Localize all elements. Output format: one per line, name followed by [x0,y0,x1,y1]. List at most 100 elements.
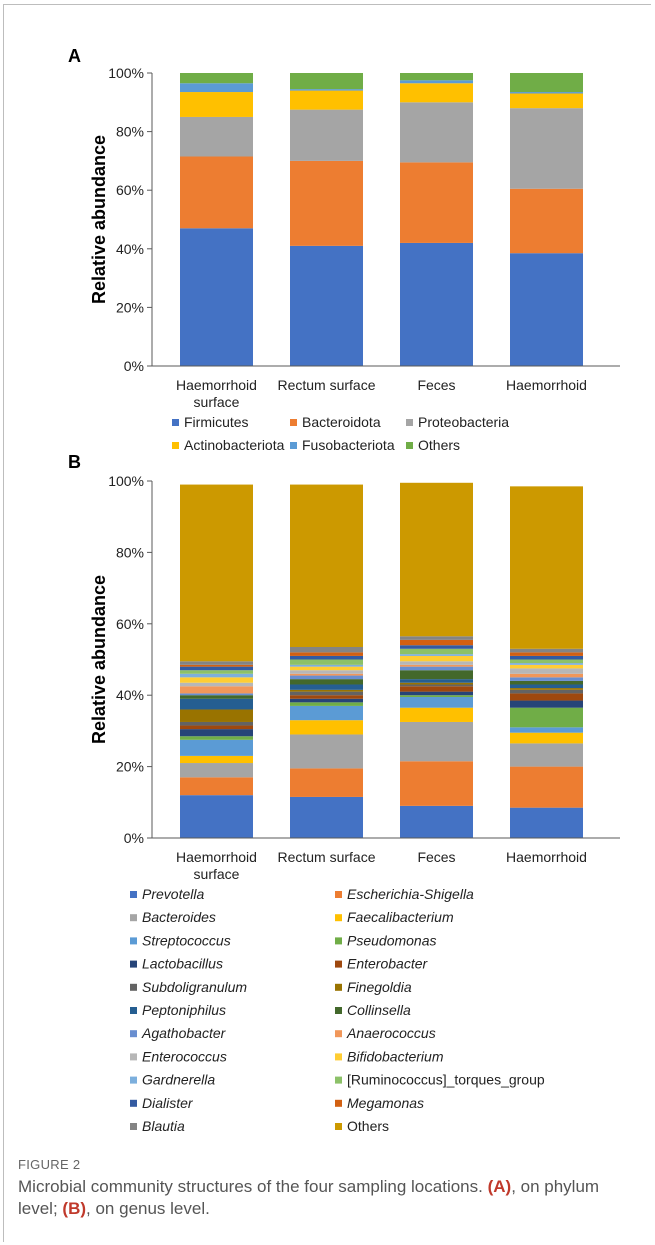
bar-segment [400,684,473,687]
legend-swatch [335,983,342,991]
bar-segment [180,664,253,667]
y-tick-label: 80% [116,124,144,140]
bar-segment [510,655,583,660]
legend-swatch [130,1053,137,1061]
x-tick-label: Haemorrhoid [176,377,257,393]
legend-swatch [172,442,179,449]
bar-segment [180,709,253,722]
legend-swatch [335,891,342,898]
legend-swatch [130,1030,137,1038]
bar-segment [510,652,583,656]
legend-swatch [130,914,137,922]
legend-swatch [290,442,297,449]
bar-segment [400,707,473,722]
bar-segment [180,736,253,740]
bar-segment [290,695,363,699]
bar-segment [290,655,363,660]
legend-label: Streptococcus [142,932,231,948]
bar-segment [400,162,473,243]
bar-segment [180,739,253,756]
bar-segment [180,763,253,778]
bar-segment [180,673,253,678]
bar-segment [400,83,473,103]
legend-swatch [130,1123,137,1130]
y-tick-label: 0% [124,358,144,374]
bar-segment [510,668,583,674]
legend-label: Faecalibacterium [347,909,454,925]
figure-frame [3,4,651,1242]
bar-segment [400,655,473,662]
bar-segment [180,666,253,671]
bar-segment [510,807,583,838]
bar-segment [400,648,473,655]
bar-segment [290,484,363,648]
bar-segment [290,675,363,680]
bar-segment [290,73,363,90]
caption-b-text: , on genus level. [86,1199,210,1218]
bar-segment [510,689,583,694]
legend-swatch [130,960,137,968]
x-tick-label: Rectum surface [277,377,375,393]
x-tick-label: Haemorrhoid [176,849,257,865]
legend-label: Bacteroides [142,909,216,925]
legend-label: Bifidobacterium [347,1048,444,1064]
bar-segment [400,654,473,656]
bar-segment [400,482,473,637]
bar-segment [510,680,583,685]
x-tick-label: Feces [417,377,455,393]
bar-segment [510,73,583,93]
y-tick-label: 20% [116,759,144,775]
bar-segment [510,707,583,728]
x-tick-label: surface [194,394,240,410]
legend-swatch [335,1099,342,1107]
bar-segment [510,688,583,690]
x-tick-label: Haemorrhoid [506,849,587,865]
bar-segment [400,679,473,683]
bar-segment [180,156,253,229]
bar-segment [400,645,473,649]
bar-segment [510,743,583,767]
caption-a-text: , on phylum level; [18,1177,600,1218]
legend-label: Megamonas [347,1095,424,1111]
legend-label: Agathobacter [141,1025,227,1041]
legend-label: Prevotella [142,886,204,902]
bar-segment [510,188,583,254]
legend-label: Enterococcus [142,1048,227,1064]
legend-label: Blautia [142,1118,185,1134]
legend-swatch [130,1076,137,1084]
bar-segment [510,673,583,678]
bar-segment [510,664,583,669]
bar-segment [510,108,583,189]
bar-segment [510,648,583,653]
y-tick-label: 60% [116,616,144,632]
bar-segment [290,679,363,685]
figure-caption: Microbial community structures of the fo… [18,1176,638,1220]
figure-label: FIGURE 2 [18,1157,81,1172]
bar-segment [510,732,583,744]
caption-main: Microbial community structures of the fo… [18,1177,488,1196]
bar-segment [290,691,363,696]
legend-label: Pseudomonas [347,932,437,948]
legend-label: Others [347,1118,389,1134]
legend-swatch [172,419,179,426]
legend-label: Enterobacter [347,956,428,972]
bar-segment [290,670,363,674]
y-tick-label: 40% [116,687,144,703]
bar-segment [180,725,253,730]
bar-segment [510,766,583,808]
y-tick-label: 100% [108,473,144,489]
bar-segment [290,698,363,703]
bar-segment [400,80,473,84]
legend-label: Firmicutes [184,414,249,430]
bar-segment [180,686,253,694]
legend-label: Gardnerella [142,1072,215,1088]
bar-segment [400,695,473,697]
bar-segment [400,639,473,646]
bar-segment [290,705,363,721]
bar-segment [400,242,473,366]
bar-segment [180,228,253,366]
legend-swatch [130,983,137,991]
bar-segment [290,689,363,692]
bar-segment [290,796,363,838]
bar-segment [180,695,253,699]
